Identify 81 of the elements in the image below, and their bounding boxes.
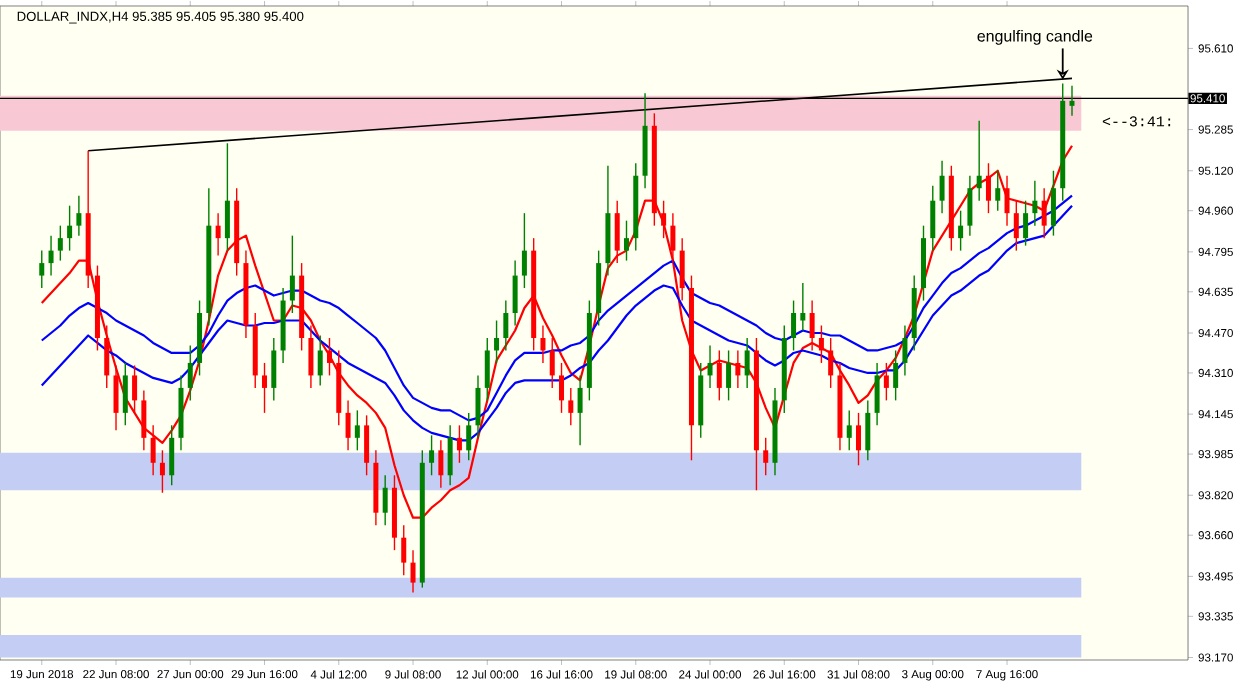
candlestick: [438, 439, 444, 489]
candlestick: [995, 170, 1001, 212]
candlestick: [512, 259, 518, 327]
candlestick: [429, 434, 435, 476]
candlestick: [475, 374, 481, 439]
candlestick: [1004, 175, 1010, 227]
candlestick: [846, 409, 852, 452]
candlestick: [716, 349, 722, 402]
candlestick: [39, 249, 45, 289]
candlestick: [466, 412, 472, 461]
candlestick: [521, 212, 527, 289]
candlestick: [883, 362, 889, 402]
candlestick: [661, 200, 667, 239]
candlestick: [262, 362, 268, 414]
candlestick: [577, 374, 583, 447]
candlestick: [141, 389, 147, 452]
candlestick: [503, 299, 509, 352]
candlestick: [540, 324, 546, 364]
candlestick: [122, 362, 128, 427]
candlestick: [67, 204, 73, 252]
candlestick: [967, 175, 973, 237]
candlestick: [215, 212, 221, 257]
candlestick: [494, 319, 500, 364]
candlestick: [289, 234, 295, 314]
candlestick: [187, 344, 193, 402]
candlestick: [856, 412, 862, 466]
candlestick: [1069, 85, 1075, 117]
candlestick: [726, 349, 732, 402]
candlestick: [410, 549, 416, 594]
candlestick: [113, 364, 119, 432]
candlestick: [791, 299, 797, 352]
candlestick: [939, 160, 945, 214]
candlestick: [1023, 200, 1029, 247]
candlestick: [401, 524, 407, 576]
candlestick: [132, 364, 138, 414]
candlestick: [818, 324, 824, 364]
candlestick: [345, 399, 351, 452]
candlestick: [958, 209, 964, 252]
candlestick: [1013, 200, 1019, 252]
candlestick: [1050, 170, 1056, 237]
candlestick: [364, 414, 370, 476]
candlestick: [549, 337, 555, 389]
candlestick: [614, 200, 620, 264]
candlestick: [828, 337, 834, 389]
candlestick: [104, 324, 110, 389]
candlestick: [354, 409, 360, 452]
candlestick: [559, 362, 565, 414]
candlestick: [985, 162, 991, 214]
candlestick: [874, 362, 880, 427]
candlestick: [382, 474, 388, 526]
candlestick: [76, 195, 82, 237]
candlestick: [707, 344, 713, 389]
candlestick: [902, 324, 908, 377]
candlestick: [484, 337, 490, 402]
candlestick: [623, 219, 629, 262]
candlestick: [57, 224, 63, 262]
candlestick: [744, 337, 750, 389]
candlestick: [735, 349, 741, 389]
candlestick: [224, 142, 230, 252]
candlestick: [169, 424, 175, 486]
candlestick: [893, 349, 899, 402]
candlestick: [930, 185, 936, 252]
candlestick: [763, 437, 769, 476]
candlestick: [456, 424, 462, 464]
candlestick: [679, 237, 685, 302]
candlestick: [1041, 187, 1047, 239]
candlestick: [809, 299, 815, 352]
candlestick: [308, 324, 314, 389]
candlestick: [865, 399, 871, 461]
candlestick: [150, 424, 156, 476]
candlestick: [48, 234, 54, 277]
candlestick: [670, 212, 676, 264]
candlestick: [568, 387, 574, 427]
candlestick: [326, 337, 332, 377]
candlestick: [800, 282, 806, 332]
candlestick: [1032, 180, 1038, 227]
candlestick: [317, 334, 323, 387]
candlestick: [159, 449, 165, 494]
candlestick: [976, 120, 982, 202]
candlestick: [447, 424, 453, 486]
candlestick: [271, 337, 277, 402]
